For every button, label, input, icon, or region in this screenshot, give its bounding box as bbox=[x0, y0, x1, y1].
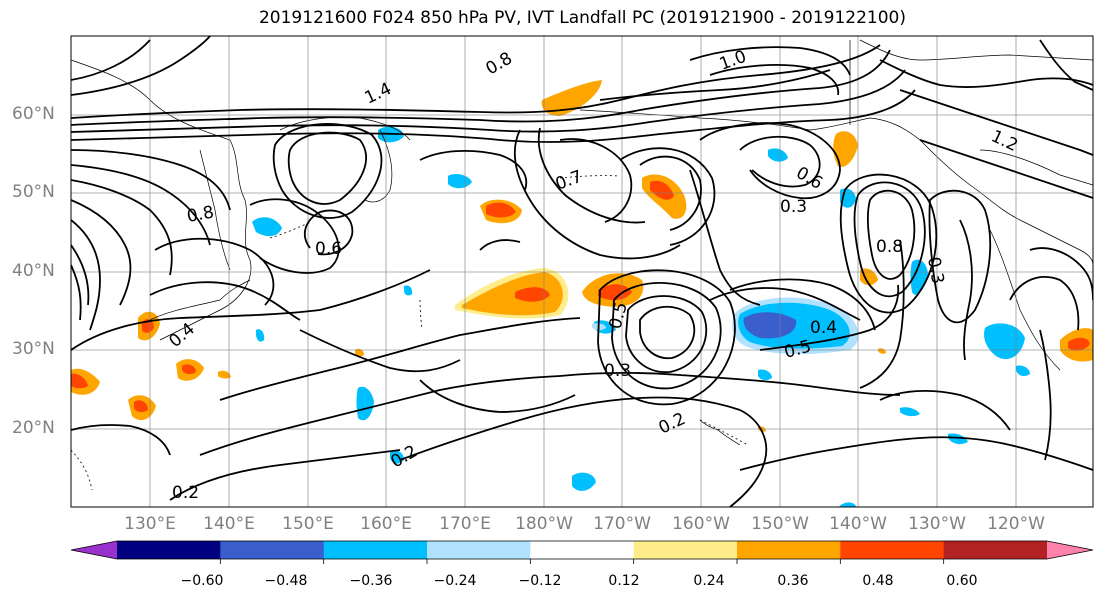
lon-label: 150°E bbox=[282, 514, 334, 534]
negative-anomaly-fills bbox=[252, 126, 1030, 507]
colorbar-bin bbox=[840, 541, 945, 559]
colorbar-over-arrow bbox=[1047, 541, 1093, 559]
contour-label: 0.2 bbox=[656, 409, 689, 439]
colorbar-bin bbox=[530, 541, 635, 559]
colorbar-bin bbox=[117, 541, 221, 559]
contour-label: 0.2 bbox=[388, 441, 421, 472]
lon-label: 160°E bbox=[360, 514, 412, 534]
colorbar-tick-label: −0.24 bbox=[433, 573, 477, 589]
colorbar-under-arrow bbox=[71, 541, 117, 559]
contour-label: 0.4 bbox=[810, 318, 837, 338]
lat-label: 20°N bbox=[12, 418, 55, 438]
lat-label: 60°N bbox=[12, 104, 55, 124]
lon-label: 150°W bbox=[751, 514, 809, 534]
colorbar-tick-label: 0.48 bbox=[862, 573, 894, 589]
colorbar-bin bbox=[943, 541, 1048, 559]
contour-label: 0.8 bbox=[483, 48, 516, 79]
contour-label: 0.8 bbox=[185, 203, 215, 227]
lon-label: 160°W bbox=[672, 514, 730, 534]
colorbar-tick-label: 0.60 bbox=[946, 573, 978, 589]
contour-label: 1.0 bbox=[717, 47, 749, 75]
lon-label: 170°W bbox=[593, 514, 651, 534]
lat-label: 30°N bbox=[12, 339, 55, 359]
colorbar-bins bbox=[117, 541, 1048, 564]
map-frame bbox=[70, 35, 1094, 508]
lat-label: 50°N bbox=[12, 182, 55, 202]
colorbar-bin bbox=[323, 541, 428, 559]
colorbar-tick-label: 0.24 bbox=[693, 573, 725, 589]
lon-label: 130°E bbox=[124, 514, 176, 534]
positive-anomaly-fills bbox=[71, 80, 1093, 432]
colorbar-tick-label: −0.60 bbox=[180, 573, 224, 589]
colorbar-tick-label: −0.12 bbox=[518, 573, 562, 589]
lon-label: 180°W bbox=[515, 514, 573, 534]
minor-contours bbox=[71, 175, 749, 491]
lon-label: 130°W bbox=[908, 514, 966, 534]
contour-label: 0.8 bbox=[876, 237, 903, 257]
colorbar-bin bbox=[633, 541, 738, 559]
lon-label: 140°E bbox=[203, 514, 255, 534]
map-title: 2019121600 F024 850 hPa PV, IVT Landfall… bbox=[258, 8, 906, 28]
ivt-contours bbox=[71, 36, 1093, 507]
contour-label: 0.3 bbox=[604, 361, 631, 381]
colorbar-tick-label: 0.36 bbox=[777, 573, 809, 589]
contour-label: 0.7 bbox=[553, 167, 585, 195]
contour-label: 0.4 bbox=[165, 319, 199, 352]
colorbar-tick-label: −0.36 bbox=[349, 573, 393, 589]
contour-label: 0.6 bbox=[793, 163, 826, 194]
contour-label: 0.2 bbox=[172, 483, 199, 503]
contour-label: 0.3 bbox=[780, 197, 807, 217]
colorbar-tick-label: 0.12 bbox=[608, 573, 640, 589]
colorbar-bin bbox=[737, 541, 841, 559]
lon-label: 120°W bbox=[987, 514, 1045, 534]
colorbar bbox=[70, 540, 1094, 564]
contour-label: 0.3 bbox=[923, 255, 947, 285]
lon-label: 170°E bbox=[439, 514, 491, 534]
contour-label: 0.6 bbox=[315, 239, 342, 259]
lon-label: 140°W bbox=[829, 514, 887, 534]
contour-label: 1.4 bbox=[362, 79, 395, 109]
colorbar-bin bbox=[220, 541, 325, 559]
colorbar-tick-label: −0.48 bbox=[264, 573, 308, 589]
colorbar-bin bbox=[427, 541, 531, 559]
lat-label: 40°N bbox=[12, 261, 55, 281]
